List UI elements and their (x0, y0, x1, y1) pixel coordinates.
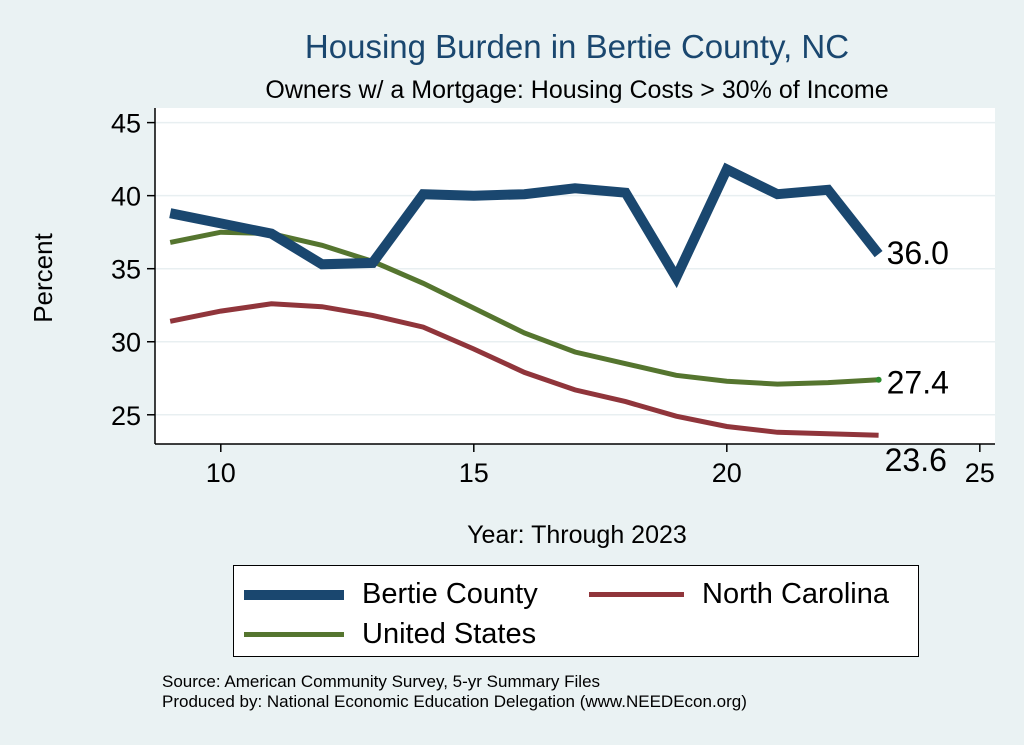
series-lines (169, 162, 883, 438)
plot-area (155, 108, 995, 444)
legend-label: North Carolina (702, 578, 889, 610)
chart-title: Housing Burden in Bertie County, NC (305, 28, 849, 65)
legend-swatch-bertie (244, 589, 344, 600)
legend-item-north-carolina: North Carolina (589, 578, 889, 611)
chart-subtitle: Owners w/ a Mortgage: Housing Costs > 30… (265, 76, 888, 104)
gridlines (155, 121, 995, 416)
y-tick-label-40: 40 (111, 182, 141, 212)
legend-item-united-states: United States (244, 618, 536, 651)
series-line-united-states (169, 229, 879, 387)
axes: 25 30 35 40 45 10 15 20 25 (111, 108, 995, 488)
y-axis-label: Percent (28, 232, 58, 322)
legend-swatch-nc (589, 592, 684, 597)
y-tick-label-45: 45 (111, 109, 141, 139)
y-tick-label-35: 35 (111, 255, 141, 285)
y-tick-label-25: 25 (111, 401, 141, 431)
end-label-bertie-county: 36.0 (887, 235, 949, 271)
end-label-united-states: 27.4 (887, 365, 949, 401)
legend-swatch-us (244, 632, 344, 637)
x-tick-label-15: 15 (459, 458, 489, 488)
x-tick-label-25: 25 (965, 458, 995, 488)
x-axis-label: Year: Through 2023 (467, 521, 687, 549)
legend-label: Bertie County (362, 578, 538, 610)
legend: Bertie County North Carolina United Stat… (233, 565, 919, 657)
legend-item-bertie-county: Bertie County (244, 578, 538, 611)
y-tick-label-30: 30 (111, 328, 141, 358)
source-note: Source: American Community Survey, 5-yr … (162, 672, 601, 691)
end-label-north-carolina: 23.6 (885, 442, 947, 478)
produced-note: Produced by: National Economic Education… (162, 692, 747, 711)
series-line-bertie-county (169, 162, 883, 289)
x-tick-label-20: 20 (712, 458, 742, 488)
end-labels: 27.4 23.6 36.0 (885, 235, 949, 478)
end-marker-us (875, 376, 882, 383)
legend-label: United States (362, 618, 537, 650)
series-line-north-carolina (169, 301, 879, 438)
x-tick-label-10: 10 (206, 458, 236, 488)
